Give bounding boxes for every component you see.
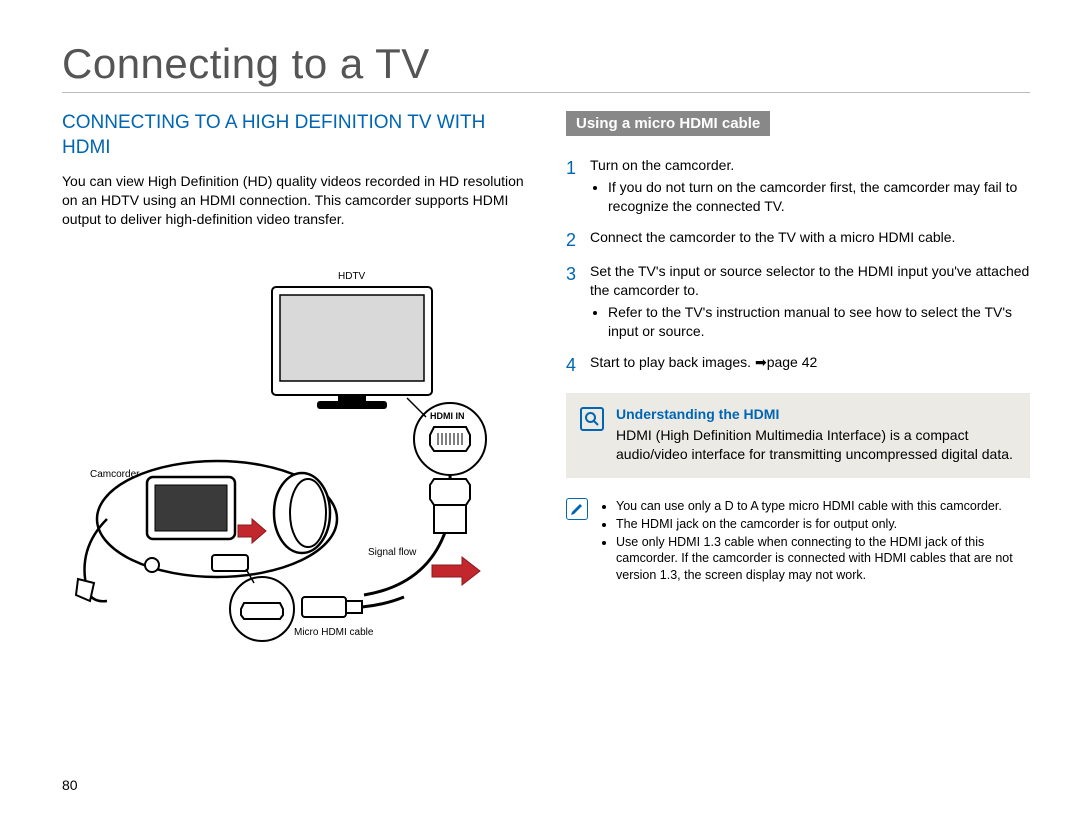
page-title-container: Connecting to a TV [62, 40, 1030, 93]
step-number: 4 [566, 353, 590, 377]
step-bullet: Refer to the TV's instruction manual to … [608, 303, 1030, 341]
signal-flow-arrow-icon [432, 557, 480, 585]
note-block: You can use only a D to A type micro HDM… [566, 498, 1030, 585]
camcorder-icon [76, 461, 337, 601]
hdmi-in-label: HDMI IN [430, 411, 465, 421]
hdmi-plug-icon [430, 479, 470, 533]
micro-hdmi-port-icon [230, 569, 294, 641]
info-text: HDMI (High Definition Multimedia Interfa… [616, 426, 1016, 464]
steps-list: 1 Turn on the camcorder. If you do not t… [566, 156, 1030, 377]
step-number: 1 [566, 156, 590, 218]
step-row: 1 Turn on the camcorder. If you do not t… [566, 156, 1030, 218]
micro-hdmi-label: Micro HDMI cable [294, 627, 373, 638]
step-number: 3 [566, 262, 590, 343]
step-row: 3 Set the TV's input or source selector … [566, 262, 1030, 343]
step-row: 4 Start to play back images. ➡page 42 [566, 353, 1030, 377]
page-number: 80 [62, 777, 78, 793]
sub-heading: Using a micro HDMI cable [566, 111, 770, 136]
info-title: Understanding the HDMI [616, 405, 1016, 424]
intro-paragraph: You can view High Definition (HD) qualit… [62, 172, 526, 229]
micro-hdmi-plug-icon [302, 597, 362, 617]
note-bullet: You can use only a D to A type micro HDM… [616, 498, 1030, 514]
info-box: Understanding the HDMI HDMI (High Defini… [566, 393, 1030, 478]
hdtv-label: HDTV [338, 271, 365, 282]
left-column: CONNECTING TO A HIGH DEFINITION TV WITH … [62, 111, 526, 659]
note-bullet: The HDMI jack on the camcorder is for ou… [616, 516, 1030, 532]
section-heading: CONNECTING TO A HIGH DEFINITION TV WITH … [62, 111, 526, 160]
camcorder-label: Camcorder [90, 469, 139, 480]
signal-flow-label: Signal flow [368, 547, 416, 558]
step-text: Set the TV's input or source selector to… [590, 263, 1029, 298]
step-row: 2 Connect the camcorder to the TV with a… [566, 228, 1030, 252]
hdtv-icon [272, 287, 432, 409]
step-text: Connect the camcorder to the TV with a m… [590, 229, 955, 245]
note-icon [566, 498, 588, 520]
note-bullet: Use only HDMI 1.3 cable when connecting … [616, 534, 1030, 583]
magnifier-icon [580, 407, 604, 431]
step-number: 2 [566, 228, 590, 252]
right-column: Using a micro HDMI cable 1 Turn on the c… [566, 111, 1030, 659]
connection-diagram: HDTV Camcorder HDMI IN Signal flow Micro… [62, 269, 492, 659]
page-title: Connecting to a TV [62, 40, 1030, 88]
step-text: Turn on the camcorder. [590, 157, 734, 173]
step-bullet: If you do not turn on the camcorder firs… [608, 178, 1030, 216]
hdmi-port-icon [407, 398, 486, 475]
step-text: Start to play back images. ➡page 42 [590, 354, 817, 370]
